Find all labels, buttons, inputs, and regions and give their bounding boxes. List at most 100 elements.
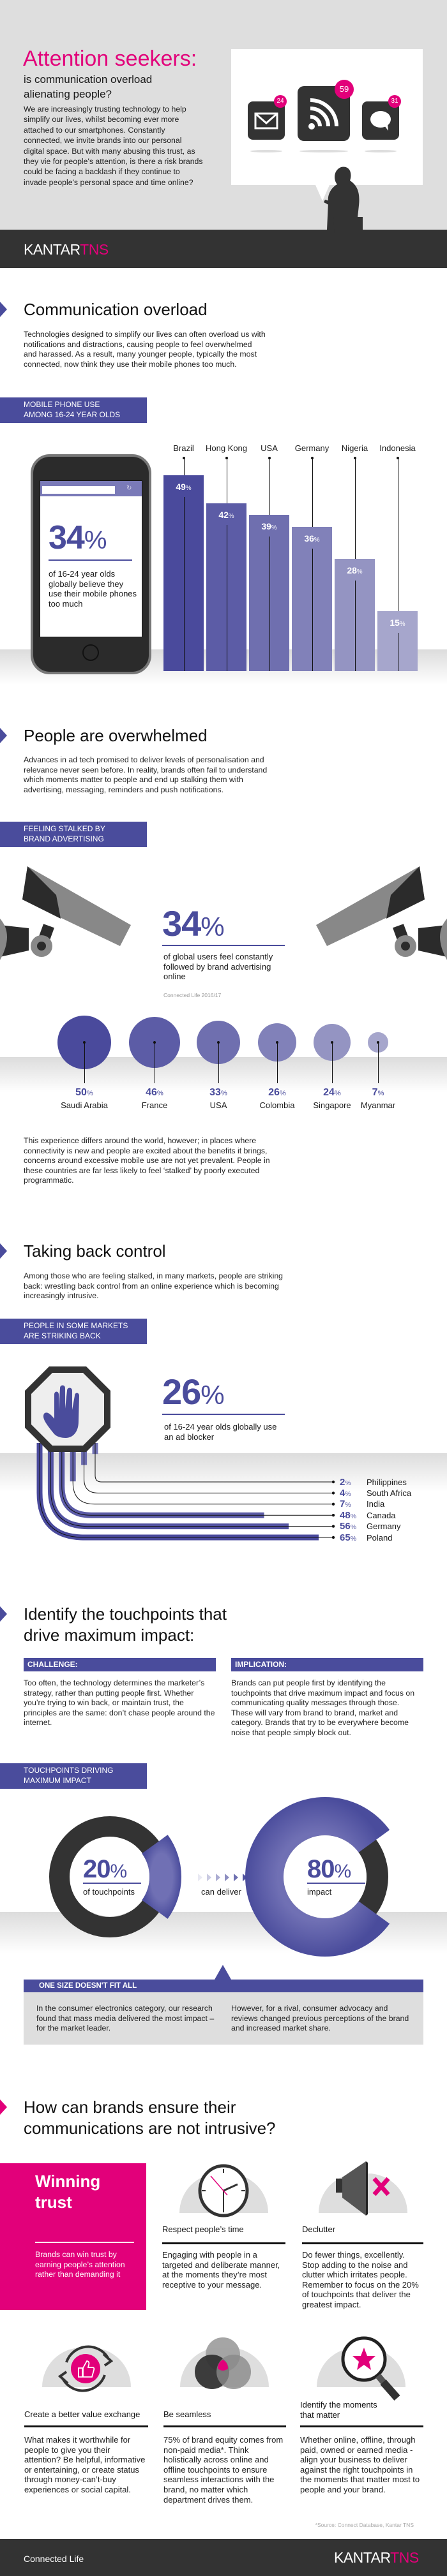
bubble-value-label: 26%	[268, 1087, 286, 1098]
bar-country-label: Indonesia	[379, 443, 416, 453]
bubble-line	[332, 1042, 333, 1083]
bar-value-label: 36%	[304, 533, 320, 544]
stop-hand-icon	[25, 1366, 110, 1452]
section-chevron	[0, 1243, 7, 1259]
bar-country-label: USA	[261, 443, 278, 453]
challenge-text: Too often, the technology determines the…	[24, 1678, 215, 1728]
adblock-value-label: 2%	[340, 1476, 351, 1488]
adblock-bar	[81, 1443, 333, 1496]
left-donut-hole	[70, 1837, 149, 1916]
bar-value-label: 42%	[218, 509, 234, 520]
stat-rule	[162, 1414, 285, 1415]
logo-tns: TNS	[390, 2549, 419, 2566]
overload-stat: 34%	[49, 521, 107, 556]
overload-stat-text: of 16-24 year olds globally believe they…	[49, 569, 137, 609]
tip-rule	[300, 2425, 423, 2427]
bubble-value-label: 24%	[323, 1087, 341, 1098]
adblock-line	[61, 1443, 333, 1516]
adblock-line	[50, 1443, 333, 1527]
rss-icon	[298, 86, 350, 141]
bar-leader-line	[269, 458, 270, 515]
left-donut-stat: 20%	[83, 1855, 127, 1884]
one-size-box	[24, 1992, 423, 2045]
implication-label: IMPLICATION:	[231, 1658, 423, 1671]
tip-title: Declutter	[302, 2224, 336, 2234]
bar-country-label: Hong Kong	[205, 443, 248, 453]
control-stat: 26%	[162, 1372, 225, 1413]
email-badge: 24	[274, 95, 287, 108]
tip-title: Respect people’s time	[162, 2224, 244, 2234]
stat-rule	[307, 1883, 365, 1884]
bubble-country-label: Saudi Arabia	[61, 1100, 108, 1110]
right-donut-stat: 80%	[307, 1856, 351, 1884]
control-stat-text: of 16-24 year olds globally use an ad bl…	[164, 1422, 277, 1442]
logo-kantar: KANTAR	[334, 2549, 391, 2566]
brands-title-1: How can brands ensure their	[24, 2098, 236, 2117]
adblock-country-label: Germany	[367, 1521, 401, 1532]
overwhelmed-source: Connected Life 2016/17	[163, 992, 222, 998]
adblock-line	[95, 1443, 333, 1483]
arrow-chevron-icon	[225, 1874, 229, 1881]
bar-value-label: 15%	[390, 617, 405, 628]
stat-value: 26	[162, 1372, 201, 1412]
one-size-right-text: However, for a rival, consumer advocacy …	[231, 2004, 409, 2033]
hero-illustration	[248, 86, 399, 230]
stat-value: 20	[83, 1855, 110, 1883]
bar-country-label: Germany	[294, 443, 330, 453]
magnifier-star-icon	[341, 2336, 400, 2401]
winning-trust-rule	[35, 2242, 134, 2243]
adblock-country-label: India	[367, 1499, 385, 1509]
stat-value: 80	[307, 1855, 335, 1883]
label-line: FEELING STALKED BY	[24, 824, 105, 833]
arrow-chevron-icon	[234, 1874, 238, 1881]
one-size-box-title: ONE SIZE DOESN'T FIT ALL	[24, 1980, 423, 1992]
box-pointer	[215, 1965, 231, 1980]
stat-rule	[83, 1883, 141, 1884]
adblock-bar	[92, 1443, 333, 1485]
browser-url-input	[42, 486, 115, 494]
person-silhouette	[324, 167, 360, 230]
bubble-line	[277, 1042, 278, 1083]
adblock-value-label: 56%	[340, 1521, 357, 1532]
reload-icon: ↻	[126, 485, 132, 492]
left-donut-text: of touchpoints	[83, 1887, 135, 1897]
section-chevron	[0, 728, 7, 743]
adblock-line	[84, 1443, 333, 1493]
muted-speaker-icon	[336, 2161, 390, 2216]
adblock-line	[39, 1443, 333, 1538]
label-line: AMONG 16-24 YEAR OLDS	[24, 410, 121, 419]
challenge-label: CHALLENGE:	[24, 1658, 216, 1671]
bubble-value-label: 7%	[372, 1087, 384, 1098]
arrow-chevron-icon	[243, 1874, 247, 1881]
left-donut-segment	[142, 1835, 182, 1919]
adblock-value-label: 48%	[340, 1509, 357, 1521]
tip-rule	[162, 2242, 285, 2244]
chat-badge: 31	[388, 95, 401, 108]
control-label: PEOPLE IN SOME MARKETS ARE STRIKING BACK	[0, 1319, 147, 1344]
bubble-country-label: France	[141, 1100, 168, 1110]
tip-text: Whether online, offline, through paid, o…	[300, 2435, 420, 2494]
footer-connected-life: Connected Life	[24, 2554, 84, 2564]
brands-source: *Source: Connect Database, Kantar TNS	[315, 2522, 414, 2528]
overwhelmed-stat-text: of global users feel constantly followed…	[163, 952, 273, 982]
bubble-line	[84, 1042, 85, 1083]
hero-subtitle-2: alienating people?	[24, 88, 112, 100]
touchpoints-donut-chart	[49, 1797, 390, 1957]
label-line: MAXIMUM IMPACT	[24, 1776, 91, 1785]
tip-text: 75% of brand equity comes from non-paid …	[163, 2435, 284, 2505]
stat-pct: %	[201, 912, 224, 942]
adblock-line	[72, 1443, 333, 1505]
can-deliver-text: can deliver	[201, 1887, 241, 1897]
hero-body: We are increasingly trusting technology …	[24, 105, 203, 187]
winning-trust-panel	[0, 2163, 146, 2310]
hero-subtitle-1: is communication overload	[24, 73, 153, 85]
touchpoints-label: TOUCHPOINTS DRIVING MAXIMUM IMPACT	[0, 1763, 147, 1789]
adblock-dot	[331, 1514, 335, 1517]
label-line: BRAND ADVERTISING	[24, 834, 104, 843]
clock-icon	[198, 2164, 249, 2217]
bubble-line	[218, 1042, 219, 1083]
venn-icon	[195, 2337, 251, 2389]
adblock-value-label: 4%	[340, 1487, 351, 1499]
adblock-dot	[331, 1492, 335, 1495]
stat-rule	[49, 559, 132, 561]
